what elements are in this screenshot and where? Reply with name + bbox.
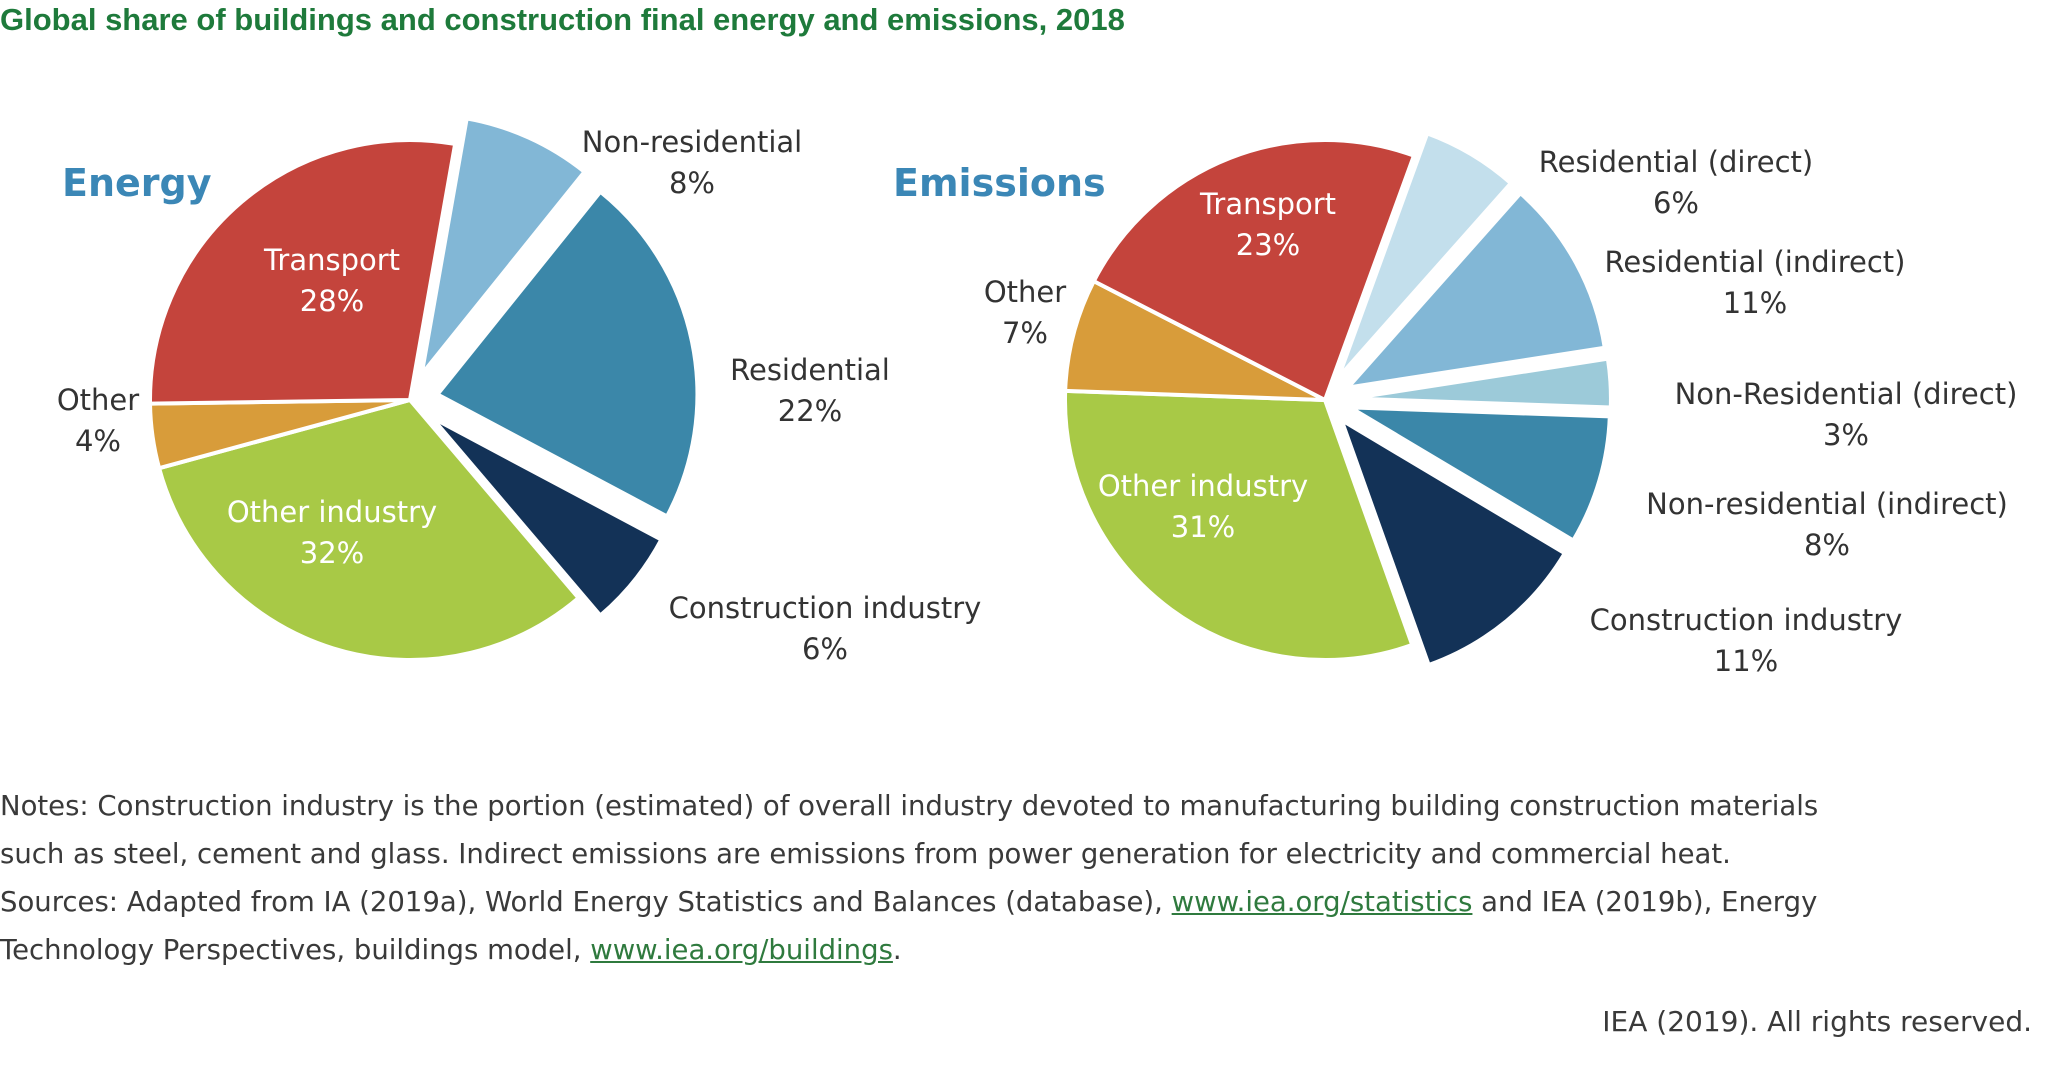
copyright: IEA (2019). All rights reserved. (1602, 1005, 2032, 1038)
emissions-value-residential-direct: 6% (1653, 186, 1699, 220)
emissions-value-non-residential-direct: 3% (1823, 418, 1869, 452)
sources-line-2: Technology Perspectives, buildings model… (0, 926, 2040, 974)
sources-text: Sources: Adapted from IA (2019a), World … (0, 886, 1172, 918)
chart-title: Global share of buildings and constructi… (0, 2, 1125, 37)
energy-slice-other-industry (157, 398, 581, 662)
sources-line-1: Sources: Adapted from IA (2019a), World … (0, 878, 2040, 926)
emissions-label-residential-indirect: Residential (indirect) (1605, 245, 1906, 279)
emissions-label-transport: Transport (1199, 187, 1336, 221)
emissions-label-non-residential-indirect: Non-residential (indirect) (1646, 487, 2008, 521)
energy-slice-construction-industry (429, 415, 664, 618)
energy-slice-non-residential (419, 116, 587, 377)
buildings-link[interactable]: www.iea.org/buildings (590, 934, 893, 966)
emissions-label-non-residential-direct: Non-Residential (direct) (1675, 377, 2018, 411)
emissions-label-residential-direct: Residential (direct) (1539, 145, 1814, 179)
emissions-value-non-residential-indirect: 8% (1804, 528, 1850, 562)
emissions-slice-non-residential-indirect (1347, 405, 1612, 543)
emissions-value-transport: 23% (1236, 228, 1300, 262)
pie-charts: Energy Non-residential 8% Residential 22% Con… (57, 116, 2018, 678)
energy-heading: Energy (62, 161, 212, 205)
emissions-slice-residential-indirect (1345, 191, 1607, 390)
energy-label-construction-industry: Construction industry (669, 591, 982, 625)
emissions-slice-construction-industry (1339, 418, 1567, 668)
energy-value-construction-industry: 6% (802, 632, 848, 666)
emissions-slice-transport (1091, 138, 1416, 402)
energy-label-non-residential: Non-residential (582, 125, 802, 159)
energy-value-other: 4% (75, 424, 121, 458)
energy-label-other: Other (57, 383, 139, 417)
statistics-link[interactable]: www.iea.org/statistics (1171, 886, 1473, 918)
emissions-pie: Emissions Residential (direct) 6% Residenti… (893, 131, 2018, 678)
emissions-value-other-industry: 31% (1171, 510, 1235, 544)
emissions-slice-non-residential-direct (1348, 356, 1613, 410)
energy-slice-transport (148, 138, 458, 406)
energy-label-transport: Transport (263, 243, 400, 277)
energy-value-other-industry: 32% (300, 536, 364, 570)
sources-text-3: Technology Perspectives, buildings model… (0, 934, 591, 966)
emissions-slice-other (1063, 279, 1327, 402)
notes-line-1: Notes: Construction industry is the port… (0, 790, 1819, 822)
emissions-value-other: 7% (1002, 316, 1048, 350)
energy-pie: Energy Non-residential 8% Residential 22% Con… (57, 116, 982, 666)
energy-label-other-industry: Other industry (227, 495, 437, 529)
sources-text-2: and IEA (2019b), Energy (1472, 886, 1818, 918)
energy-value-transport: 28% (300, 284, 364, 318)
notes-line-2: such as steel, cement and glass. Indirec… (0, 838, 1731, 870)
emissions-label-other: Other (984, 275, 1066, 309)
energy-value-residential: 22% (778, 394, 842, 428)
emissions-label-other-industry: Other industry (1098, 469, 1308, 503)
energy-label-residential: Residential (730, 353, 890, 387)
emissions-label-construction-industry: Construction industry (1590, 603, 1903, 637)
emissions-heading: Emissions (893, 161, 1106, 205)
emissions-value-residential-indirect: 11% (1723, 286, 1787, 320)
emissions-slice-residential-direct (1336, 131, 1513, 380)
energy-slice-residential (435, 189, 700, 519)
emissions-slice-other-industry (1063, 388, 1415, 662)
energy-value-non-residential: 8% (669, 166, 715, 200)
emissions-value-construction-industry: 11% (1714, 644, 1778, 678)
notes: Notes: Construction industry is the port… (0, 782, 2040, 974)
sources-text-4: . (892, 934, 902, 966)
